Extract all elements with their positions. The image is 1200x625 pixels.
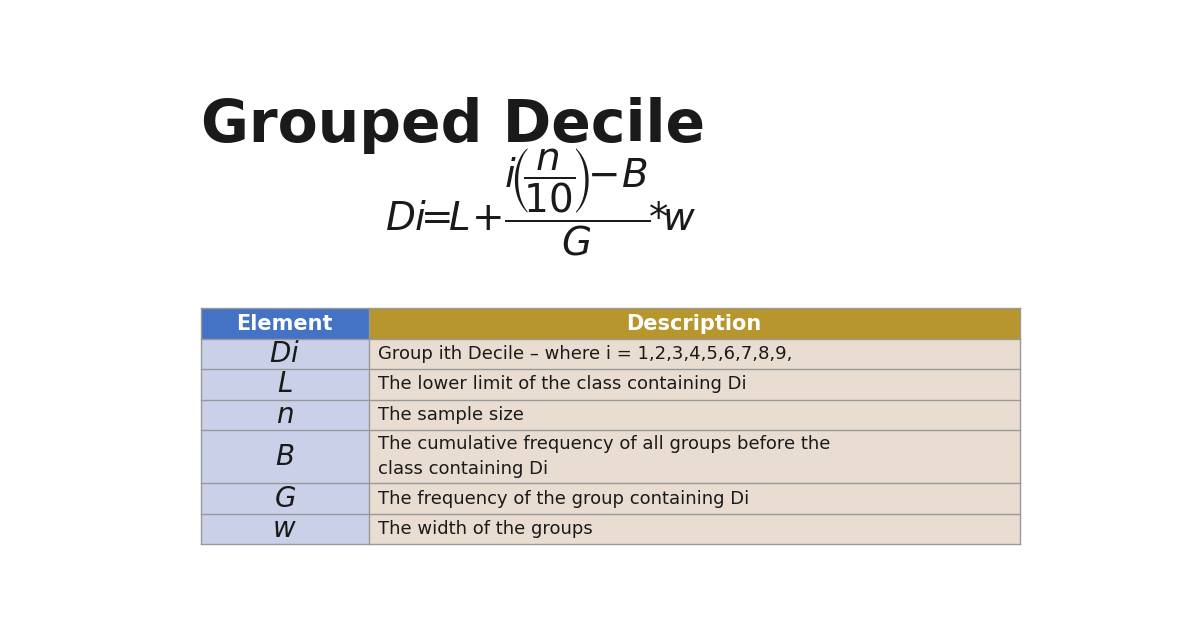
Text: $\mathit{G}$: $\mathit{G}$ xyxy=(274,484,296,512)
Text: The lower limit of the class containing Di: The lower limit of the class containing … xyxy=(378,376,746,394)
Text: $\mathit{w}$: $\mathit{w}$ xyxy=(272,515,298,543)
Text: $\mathit{Di}$: $\mathit{Di}$ xyxy=(269,340,300,368)
Bar xyxy=(368,400,1020,430)
Bar xyxy=(368,369,1020,400)
Text: Element: Element xyxy=(236,314,334,334)
Bar xyxy=(202,369,368,400)
Bar xyxy=(202,430,368,483)
Bar xyxy=(368,339,1020,369)
Bar xyxy=(202,400,368,430)
Text: The width of the groups: The width of the groups xyxy=(378,520,593,538)
Text: $\mathit{Di\!\!=\!\!L\!+\!\dfrac{i\!\left(\!\dfrac{n}{10}\!\right)\!\!-\!B}{G}\!: $\mathit{Di\!\!=\!\!L\!+\!\dfrac{i\!\lef… xyxy=(385,147,696,258)
Text: $\mathit{B}$: $\mathit{B}$ xyxy=(275,442,294,471)
Text: $\mathit{L}$: $\mathit{L}$ xyxy=(277,371,293,399)
Text: The sample size: The sample size xyxy=(378,406,523,424)
Text: $\mathit{n}$: $\mathit{n}$ xyxy=(276,401,294,429)
Text: Description: Description xyxy=(626,314,762,334)
Bar xyxy=(202,308,368,339)
Bar xyxy=(202,514,368,544)
Bar xyxy=(368,514,1020,544)
Bar xyxy=(368,308,1020,339)
Text: Grouped Decile: Grouped Decile xyxy=(202,97,706,154)
Text: Group ith Decile – where i = 1,2,3,4,5,6,7,8,9,: Group ith Decile – where i = 1,2,3,4,5,6… xyxy=(378,345,792,363)
Text: The frequency of the group containing Di: The frequency of the group containing Di xyxy=(378,489,749,508)
Bar xyxy=(202,483,368,514)
Bar xyxy=(202,339,368,369)
Bar xyxy=(368,483,1020,514)
Text: The cumulative frequency of all groups before the
class containing Di: The cumulative frequency of all groups b… xyxy=(378,435,830,478)
Bar xyxy=(368,430,1020,483)
